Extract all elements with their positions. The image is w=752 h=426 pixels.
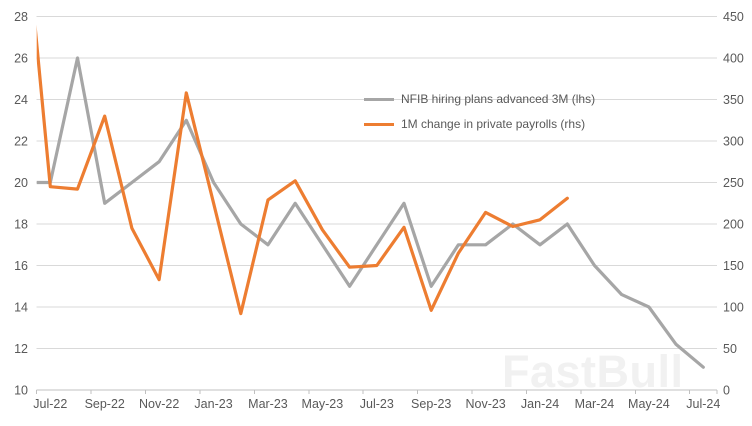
y-axis-left-label: 10 <box>14 384 28 398</box>
y-axis-right-label: 0 <box>723 384 730 398</box>
y-axis-right-label: 350 <box>723 93 744 107</box>
chart-legend: NFIB hiring plans advanced 3M (lhs) 1M c… <box>364 92 595 131</box>
y-axis-right-label: 250 <box>723 176 744 190</box>
y-axis-left-label: 18 <box>14 218 28 232</box>
x-axis-label: Mar-24 <box>575 397 615 411</box>
y-axis-left-label: 28 <box>14 10 28 24</box>
gridlines <box>36 16 717 349</box>
legend-swatch-orange-line <box>364 122 394 126</box>
x-axis-label: Jul-23 <box>360 397 394 411</box>
legend-label-nfib: NFIB hiring plans advanced 3M (lhs) <box>401 92 596 106</box>
y-axis-right-label: 150 <box>723 259 744 273</box>
y-axis-left-label: 22 <box>14 135 28 149</box>
x-axis-label: May-23 <box>302 397 344 411</box>
y-axis-right-label: 100 <box>723 301 744 315</box>
x-axis-label: May-24 <box>628 397 670 411</box>
x-axis <box>36 389 718 394</box>
x-axis-label: Sep-23 <box>411 397 451 411</box>
x-axis-label: Jul-22 <box>33 397 67 411</box>
legend-label-payrolls: 1M change in private payrolls (rhs) <box>401 117 586 131</box>
y-axis-left-label: 24 <box>14 93 28 107</box>
y-axis-left-label: 12 <box>14 342 28 356</box>
y-axis-left-label: 14 <box>14 301 28 315</box>
y-axis-right-label: 200 <box>723 218 744 232</box>
y-axis-left-label: 16 <box>14 259 28 273</box>
y-axis-right-label: 50 <box>723 342 737 356</box>
legend-item-payrolls: 1M change in private payrolls (rhs) <box>364 117 595 131</box>
x-axis-label: Jul-24 <box>686 397 720 411</box>
x-axis-label: Nov-22 <box>139 397 179 411</box>
x-axis-label: Mar-23 <box>248 397 288 411</box>
x-axis-label: Jan-23 <box>194 397 232 411</box>
x-axis-label: Nov-23 <box>465 397 505 411</box>
y-axis-left-label: 26 <box>14 52 28 66</box>
y-axis-right-label: 450 <box>723 10 744 24</box>
y-axis-left-label: 20 <box>14 176 28 190</box>
x-axis-label: Jan-24 <box>521 397 559 411</box>
y-axis-right-label: 300 <box>723 135 744 149</box>
legend-swatch-gray-line <box>364 97 394 101</box>
x-axis-label: Sep-22 <box>85 397 125 411</box>
legend-item-nfib: NFIB hiring plans advanced 3M (lhs) <box>364 92 595 106</box>
watermark-text: FastBull <box>502 346 684 397</box>
series-line-payrolls <box>36 26 569 316</box>
y-axis-right-label: 400 <box>723 52 744 66</box>
